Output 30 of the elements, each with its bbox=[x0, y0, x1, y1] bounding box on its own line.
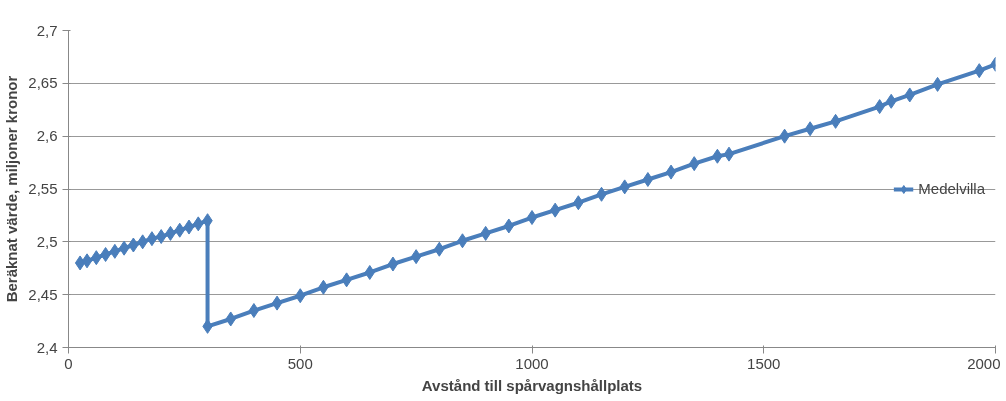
point bbox=[118, 240, 130, 256]
y-tick-label: 2,65 bbox=[28, 74, 58, 92]
point bbox=[109, 243, 121, 259]
point bbox=[526, 210, 538, 226]
point bbox=[804, 121, 816, 137]
x-tick-label: 1500 bbox=[747, 354, 781, 372]
point bbox=[642, 171, 654, 187]
point bbox=[723, 146, 735, 162]
y-axis-title: Beräknat värde, miljoner kronor bbox=[3, 75, 21, 303]
x-tick-label: 1000 bbox=[515, 354, 549, 372]
point bbox=[248, 303, 260, 319]
y-tick-label: 2,4 bbox=[36, 338, 58, 356]
point bbox=[387, 256, 399, 272]
y-tick-label: 2,6 bbox=[36, 127, 58, 145]
legend-label: Medelvilla bbox=[918, 180, 985, 197]
x-axis-title: Avstånd till spårvagnshållplats bbox=[421, 376, 643, 394]
point bbox=[74, 255, 86, 271]
y-tick-label: 2,55 bbox=[28, 180, 58, 197]
point bbox=[410, 249, 422, 265]
point bbox=[146, 231, 158, 247]
x-tick-label: 2000 bbox=[967, 354, 1001, 372]
y-tick-label: 2,5 bbox=[36, 232, 58, 250]
point bbox=[271, 295, 283, 311]
point bbox=[81, 253, 93, 269]
point bbox=[183, 219, 195, 235]
y-tick-label: 2,45 bbox=[28, 285, 58, 303]
x-tick-label: 0 bbox=[64, 354, 73, 372]
x-tick-label: 500 bbox=[287, 354, 313, 372]
y-tick-label: 2,7 bbox=[36, 21, 58, 39]
point bbox=[665, 164, 677, 180]
